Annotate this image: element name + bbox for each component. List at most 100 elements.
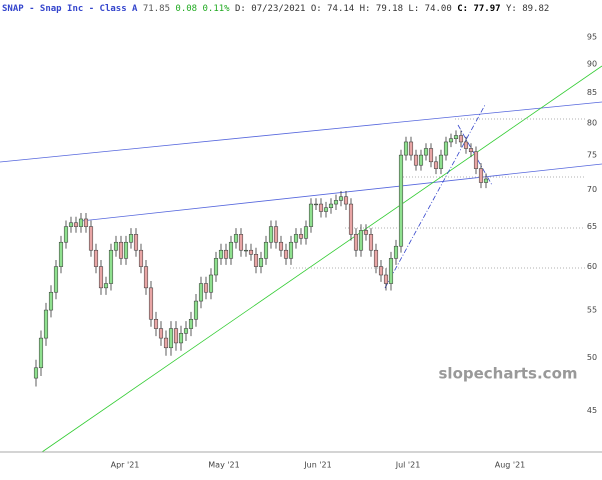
candle-body — [418, 154, 424, 166]
candle-body — [53, 266, 59, 293]
details: D: 07/23/2021 O: 74.14 H: 79.18 L: 74.00 — [235, 4, 452, 14]
candle-body — [63, 226, 69, 243]
x-tick-label: Apr '21 — [111, 461, 140, 470]
change: 0.08 0.11% — [175, 4, 230, 14]
candle-body — [478, 168, 484, 183]
candle-body — [108, 249, 114, 284]
last: 71.85 — [143, 4, 170, 14]
candle-body — [253, 254, 259, 267]
candle-body — [103, 283, 109, 289]
x-tick-label: May '21 — [208, 461, 239, 470]
y-tick-label: 80 — [587, 118, 597, 127]
candle-body — [273, 226, 279, 243]
candle-body — [83, 218, 89, 227]
candle-body — [98, 266, 104, 289]
candle-body — [243, 249, 249, 252]
y-tick-label: 90 — [587, 60, 597, 69]
candle-body — [288, 241, 294, 259]
close: C: 77.97 — [457, 4, 500, 14]
candle-body — [393, 245, 399, 259]
candle-body — [258, 258, 264, 267]
symbol: SNAP - Snap Inc - Class A — [2, 4, 138, 14]
candle-body — [178, 333, 184, 344]
x-tick-label: Aug '21 — [495, 461, 526, 470]
watermark: slopecharts.com — [439, 365, 578, 383]
candle-body — [123, 241, 129, 259]
candle-body — [68, 222, 74, 227]
candle-body — [238, 234, 244, 251]
candle-body — [333, 200, 339, 205]
candle-body — [423, 148, 429, 156]
candle-body — [473, 151, 479, 169]
candle-body — [188, 318, 194, 329]
candle-body — [298, 234, 304, 239]
y-tick-label: 70 — [587, 185, 597, 194]
candle-body — [388, 258, 394, 284]
candle-body — [58, 241, 64, 267]
candle-body — [458, 135, 464, 143]
candle-body — [213, 258, 219, 276]
candle-body — [383, 274, 389, 284]
candle-body — [353, 234, 359, 251]
candle-body — [73, 222, 79, 227]
candle-body — [198, 283, 204, 302]
y-tick-label: 75 — [587, 151, 597, 160]
candle-body — [228, 241, 234, 259]
x-tick-label: Jul '21 — [395, 461, 421, 470]
x-tick-label: Jun '21 — [303, 461, 331, 470]
candle-body — [218, 249, 224, 259]
candle-body — [343, 196, 349, 205]
candle-body — [248, 249, 254, 255]
candle-body — [338, 196, 344, 201]
candle-body — [88, 226, 94, 251]
candle-body — [463, 141, 469, 149]
candle-body — [113, 241, 119, 251]
candle-body — [138, 249, 144, 267]
candle-body — [268, 226, 274, 243]
candle-body — [438, 154, 444, 169]
y-tick-label: 60 — [587, 262, 597, 271]
candle-body — [203, 283, 209, 293]
candle-body — [223, 249, 229, 259]
candle-body — [148, 287, 154, 320]
candle-body — [163, 337, 169, 349]
candle-body — [173, 328, 179, 344]
candle-body — [193, 300, 199, 320]
candle-body — [278, 241, 284, 251]
trend-line — [80, 163, 602, 222]
y-tick-label: 50 — [587, 353, 597, 362]
candle-body — [38, 337, 44, 369]
candle-body — [143, 266, 149, 289]
candle-body — [368, 234, 374, 251]
candle-body — [118, 241, 124, 259]
candle-body — [453, 135, 459, 139]
extra: Y: 89.82 — [506, 4, 549, 14]
candle-body — [468, 148, 474, 153]
header: SNAP - Snap Inc - Class A 71.85 0.08 0.1… — [2, 4, 549, 14]
trend-line — [384, 104, 486, 289]
trend-line — [0, 101, 602, 163]
candle-body — [153, 318, 159, 329]
candle-body — [48, 291, 54, 311]
candle-body — [183, 328, 189, 334]
candle-body — [78, 218, 84, 227]
trend-line — [41, 65, 602, 453]
candle-body — [293, 234, 299, 243]
candle-body — [408, 141, 414, 156]
candle-body — [233, 234, 239, 243]
candle-body — [128, 234, 134, 243]
candle-body — [283, 249, 289, 259]
candle-body — [483, 178, 489, 183]
candle-body — [208, 274, 214, 293]
candle-body — [168, 328, 174, 349]
y-tick-label: 95 — [587, 32, 597, 41]
candle-body — [318, 203, 324, 212]
candle-body — [363, 230, 369, 235]
candle-body — [413, 154, 419, 166]
candle-body — [93, 249, 99, 267]
candle-body — [313, 203, 319, 206]
candle-body — [358, 230, 364, 251]
candle-body — [323, 207, 329, 212]
candle-body — [373, 249, 379, 267]
